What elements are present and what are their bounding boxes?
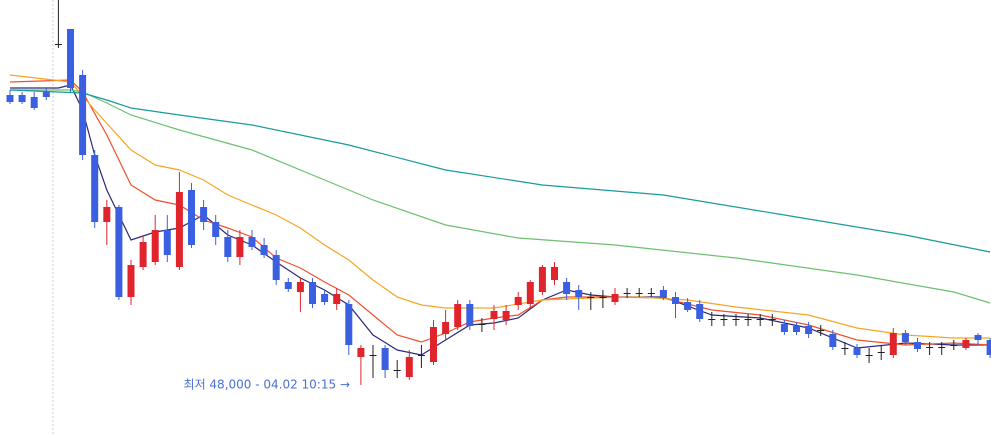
candle-body (454, 304, 462, 327)
candle-body (369, 355, 377, 356)
candle-body (91, 155, 99, 222)
candle-body (901, 333, 909, 342)
candle-body (139, 242, 147, 267)
candle-body (393, 370, 401, 371)
candle-body (224, 237, 232, 257)
moving-average-line (9, 79, 991, 346)
moving-average-line (10, 89, 991, 304)
candle-body (599, 297, 607, 298)
candle-body (744, 319, 752, 320)
candle-body (950, 345, 958, 346)
candle-body (551, 267, 558, 280)
candle-body (357, 348, 365, 357)
candle-body (986, 340, 991, 355)
candle-body (768, 319, 776, 320)
candle-body (865, 355, 873, 356)
candle-body (817, 330, 825, 331)
candle-body (151, 230, 159, 262)
candle-body (30, 97, 38, 108)
candle-body (6, 95, 14, 102)
candle-body (914, 342, 921, 349)
candle-body (938, 347, 946, 348)
candle-body (478, 324, 486, 325)
candle-body (708, 319, 716, 320)
candle-body (18, 95, 26, 102)
candle-body (54, 44, 62, 45)
candle-body (514, 297, 522, 305)
candle-body (793, 326, 800, 332)
candle-body (490, 311, 498, 319)
candle-body (188, 190, 195, 245)
moving-average-line (10, 84, 991, 356)
candle-body (381, 348, 389, 370)
candle-body (526, 282, 534, 304)
candle-body (236, 237, 244, 257)
candle-body (635, 293, 643, 294)
candle-body (212, 222, 220, 237)
candle-body (538, 267, 546, 292)
candle-body (260, 245, 268, 255)
candle-body (696, 304, 704, 319)
candle-body (175, 192, 183, 267)
candle-body (563, 282, 571, 294)
candle-body (889, 333, 897, 355)
candle-body (200, 207, 208, 222)
candle-body (502, 311, 510, 320)
candle-body (309, 282, 316, 304)
candle-body (442, 322, 450, 334)
candle-body (623, 293, 631, 294)
candle-body (611, 294, 619, 302)
candle-body (659, 290, 667, 297)
candle-body (805, 326, 813, 334)
moving-average-line (9, 89, 991, 253)
candle-body (672, 297, 679, 304)
candle-body (405, 357, 413, 377)
candle-body (877, 352, 885, 353)
candle-body (248, 237, 256, 247)
candle-body (829, 334, 837, 347)
candle-body (732, 319, 740, 320)
candle-body (780, 324, 788, 332)
candle-body (647, 293, 655, 294)
candle-body (127, 265, 135, 297)
candle-body (841, 348, 849, 349)
candle-body (333, 294, 341, 304)
candle-body (684, 302, 692, 310)
candle-body (345, 304, 353, 345)
candle-body (417, 355, 425, 356)
candle-body (42, 92, 50, 97)
candle-body (974, 335, 982, 340)
candle-body (284, 282, 292, 289)
candle-body (720, 319, 728, 320)
annotation: 최저 48,000 - 04.02 10:15 → (184, 378, 350, 392)
candle-body (575, 290, 583, 297)
candle-body (430, 327, 437, 362)
moving-average-line (9, 74, 991, 339)
candle-body (103, 207, 111, 222)
candle-body (272, 255, 280, 280)
candle-body (79, 75, 87, 155)
candle-body (115, 207, 123, 297)
candle-body (163, 230, 171, 255)
candle-body (466, 304, 474, 326)
candle-body (853, 348, 861, 355)
candle-body (321, 294, 329, 302)
candle-body (756, 319, 764, 320)
candle-body (962, 340, 970, 348)
candle-body (926, 347, 934, 348)
candle-body (67, 29, 74, 88)
candle-body (587, 297, 595, 298)
candle-body (296, 282, 304, 292)
